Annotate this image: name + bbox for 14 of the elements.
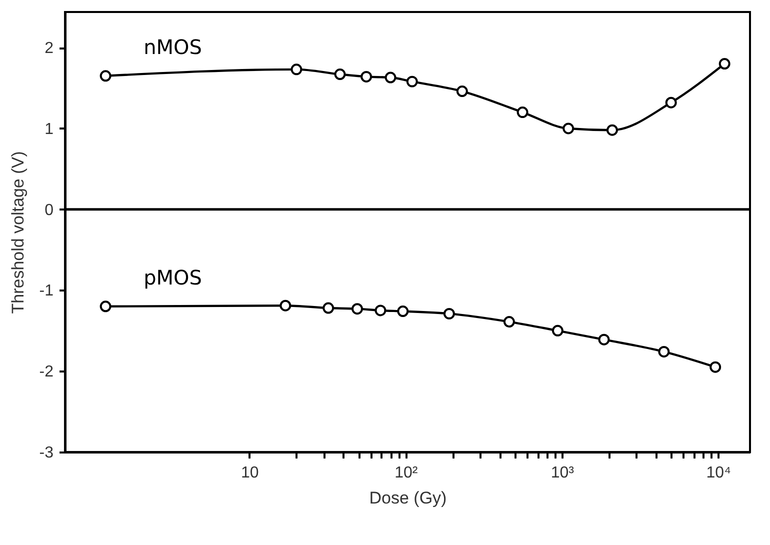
y-tick-label: 0 bbox=[44, 202, 54, 219]
y-tick-label: -3 bbox=[39, 444, 54, 462]
y-tick-label: 1 bbox=[44, 120, 54, 138]
series-label: nMOS bbox=[144, 34, 202, 59]
x-tick-label: 10³ bbox=[550, 464, 575, 482]
x-tick-label: 10² bbox=[394, 464, 418, 482]
x-tick-label: 10⁴ bbox=[706, 464, 732, 482]
y-axis-title: Threshold voltage (V) bbox=[8, 151, 28, 314]
series-label: pMOS bbox=[144, 265, 202, 290]
y-tick-label: -2 bbox=[39, 364, 54, 381]
x-tick-label: 10 bbox=[241, 464, 259, 482]
x-axis-title: Dose (Gy) bbox=[369, 488, 447, 508]
y-tick-label: 2 bbox=[44, 40, 54, 58]
y-tick-label: -1 bbox=[39, 282, 54, 300]
